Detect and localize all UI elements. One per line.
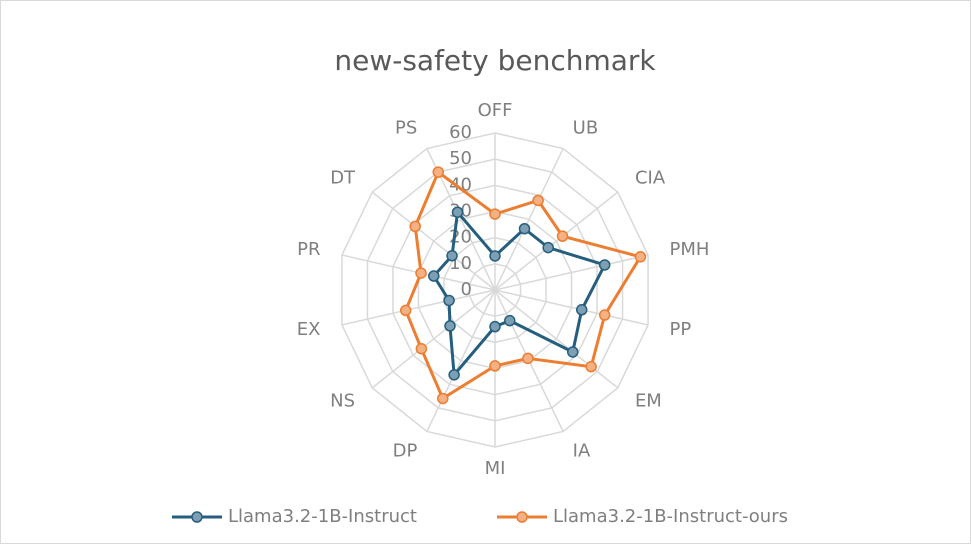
category-label: OFF [478,100,513,121]
category-label: EX [297,319,321,340]
marker [532,194,544,207]
spoke [371,289,496,389]
marker [446,249,458,262]
category-label: IA [573,440,591,461]
marker [415,267,427,279]
spoke [494,289,649,326]
marker [575,304,588,316]
category-label: CIA [635,167,666,188]
category-label: PS [395,118,417,139]
marker [451,206,464,218]
marker [489,250,501,262]
spoke [494,191,619,291]
r-tick-label: 0 [461,279,472,300]
spoke [494,289,619,389]
marker [522,352,534,365]
marker [518,222,531,235]
marker [437,392,449,405]
chart-title: new-safety benchmark [334,44,656,77]
legend-marker [516,511,528,523]
category-label: UB [573,118,599,139]
category-label: MI [485,458,506,479]
marker [566,346,579,358]
category-label: DP [393,440,418,461]
marker [598,259,611,271]
marker [504,314,516,327]
marker [399,304,412,317]
spoke [494,148,564,291]
category-label: PMH [670,239,710,260]
marker [444,320,456,332]
spoke [426,289,496,432]
marker [542,241,554,254]
marker [432,166,444,178]
r-tick-label: 50 [449,148,472,169]
spoke [341,289,496,326]
spoke [494,254,649,291]
marker [448,369,460,381]
category-label: PR [297,239,320,260]
marker [556,230,569,242]
marker [428,270,440,282]
r-tick-label: 40 [449,174,472,195]
marker [598,309,611,321]
marker [489,320,501,333]
r-tick-label: 60 [449,122,472,143]
category-label: DT [330,167,356,188]
category-label: EM [635,391,662,412]
marker [409,220,421,233]
marker [634,251,647,263]
legend-label: Llama3.2-1B-Instruct [228,506,417,527]
legend-label: Llama3.2-1B-Instruct-ours [553,506,788,527]
marker [585,360,597,373]
category-label: NS [330,391,355,412]
marker [489,208,501,220]
marker [443,294,455,307]
marker [489,360,501,372]
legend-marker [191,511,203,523]
marker [415,342,428,355]
spoke [371,191,496,291]
category-label: PP [670,319,692,340]
